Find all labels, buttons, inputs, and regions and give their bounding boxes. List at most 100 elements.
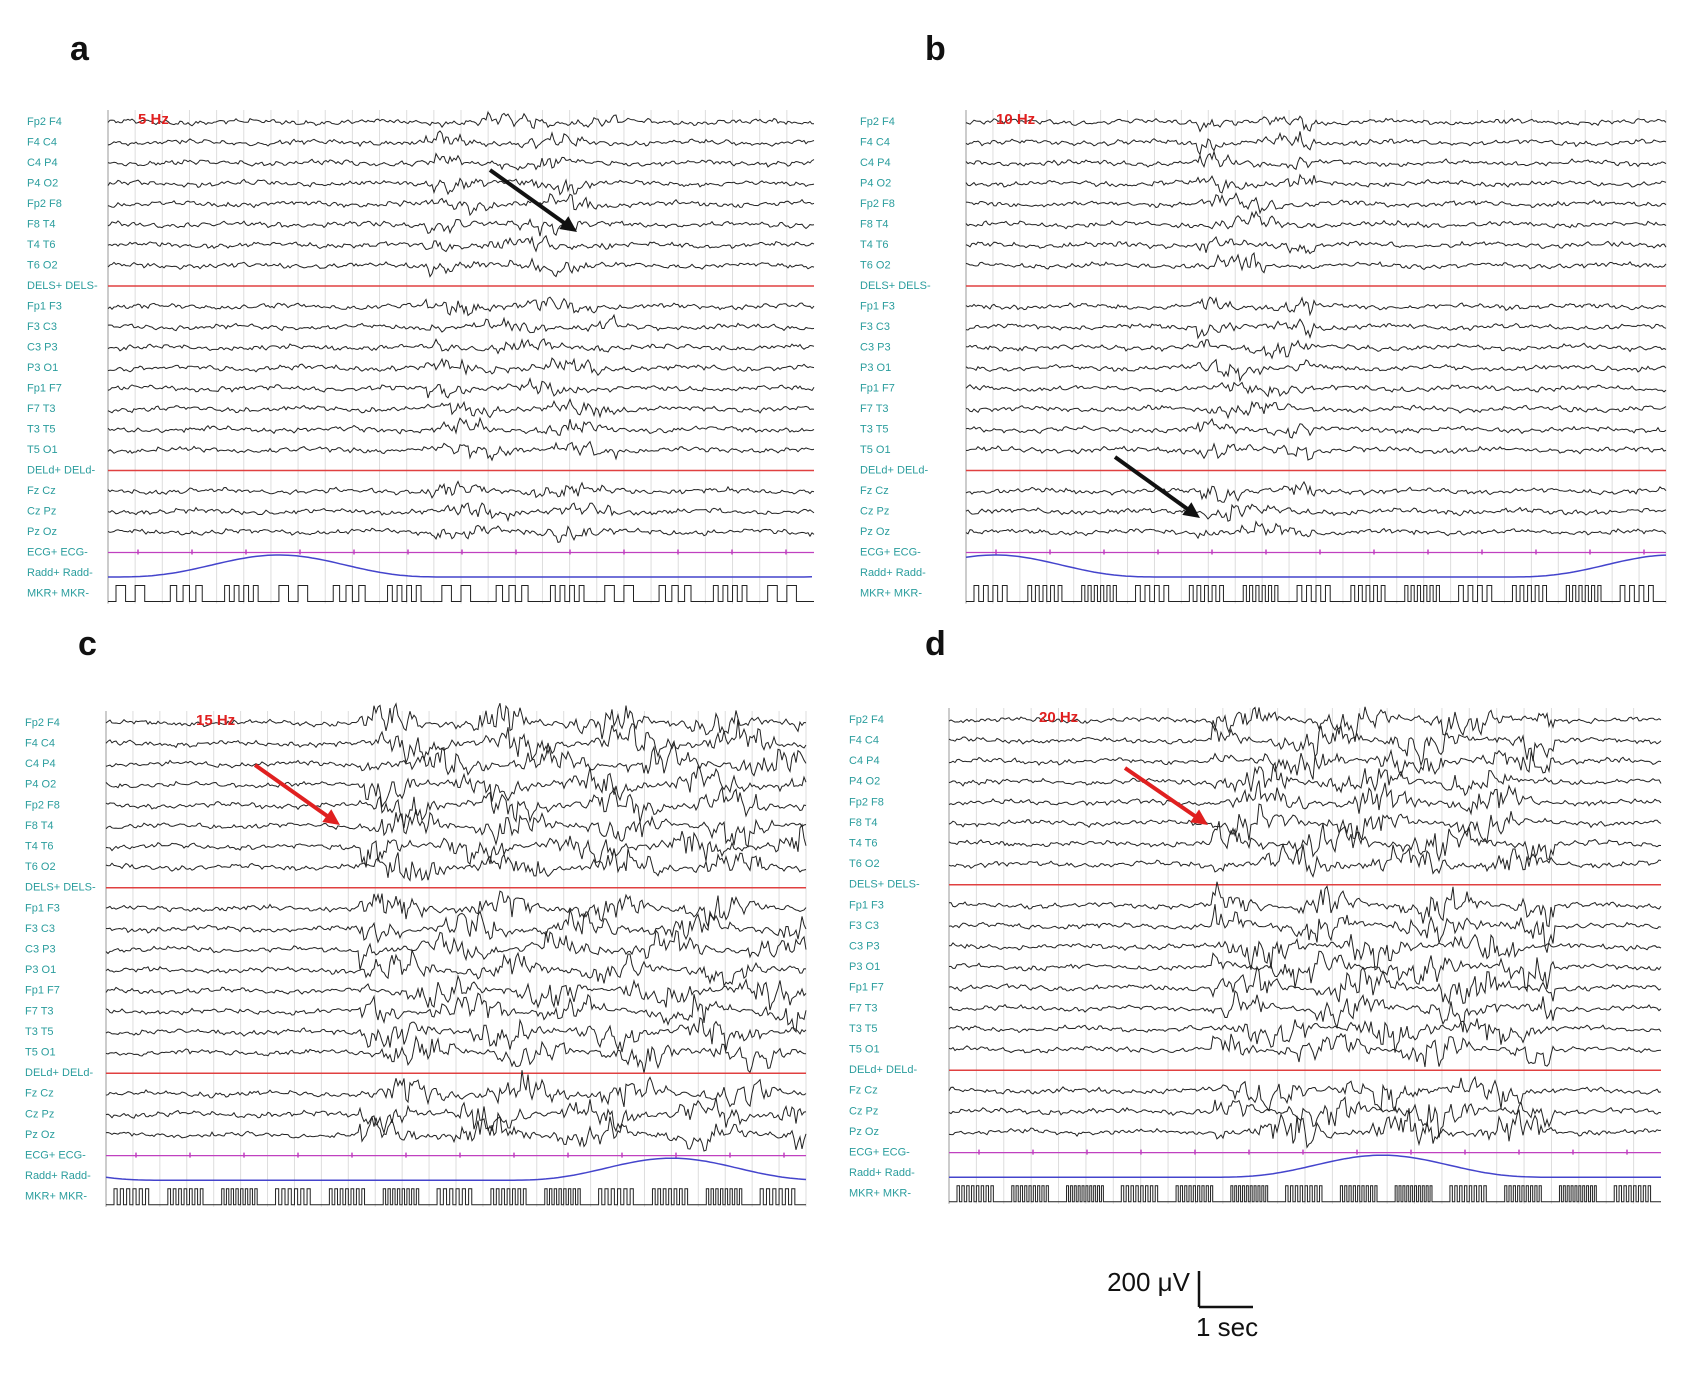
eeg-trace	[948, 761, 1662, 797]
scale-bar: 200 μV 1 sec	[1107, 1267, 1258, 1342]
eeg-trace	[105, 909, 807, 944]
channel-label: C3 P3	[849, 941, 880, 953]
marker-trace	[949, 1185, 1661, 1203]
channel-label: Fp2 F4	[27, 116, 62, 128]
channel-label: Radd+ Radd-	[27, 567, 93, 579]
eeg-trace	[965, 115, 1667, 133]
channel-label: P4 O2	[25, 779, 56, 791]
eeg-trace	[948, 1096, 1662, 1138]
arrow-head	[1190, 809, 1208, 825]
stimulus-frequency: 15 Hz	[196, 712, 235, 729]
eeg-trace	[107, 416, 815, 436]
channel-label: Fp1 F3	[860, 300, 895, 312]
channel-label: F3 C3	[849, 920, 879, 932]
arrow-head	[1182, 502, 1200, 518]
eeg-trace	[965, 480, 1667, 503]
channel-label: T6 O2	[27, 259, 58, 271]
channel-label: P4 O2	[849, 776, 880, 788]
channel-label: P3 O1	[27, 362, 58, 374]
channel-label: C3 P3	[860, 341, 891, 353]
channel-label: T4 T6	[860, 239, 889, 251]
arrow-head	[322, 809, 340, 825]
channel-label: F4 C4	[27, 136, 57, 148]
panel-letter: a	[70, 30, 90, 68]
scale-amplitude: 200 μV	[1107, 1267, 1191, 1297]
panel-letter: c	[78, 625, 97, 663]
eeg-panel: a Fp2 F4 F4 C4 C4 P4 P4 O2 Fp2 F8 F8 T4 T4 T6 T6…	[27, 30, 815, 604]
eeg-trace	[948, 989, 1662, 1033]
channel-label: Cz Pz	[849, 1105, 878, 1117]
channel-label: Pz Oz	[25, 1129, 55, 1141]
eeg-trace	[948, 803, 1662, 846]
eeg-trace	[107, 110, 815, 130]
channel-label: T4 T6	[27, 239, 56, 251]
stimulus-frequency: 10 Hz	[996, 111, 1035, 128]
eeg-trace	[105, 809, 807, 848]
eeg-trace	[107, 152, 815, 171]
arrow-shaft	[1123, 766, 1201, 821]
channel-label: ECG+ ECG-	[860, 546, 921, 558]
channel-label: Fz Cz	[860, 485, 889, 497]
channel-label: P3 O1	[25, 964, 56, 976]
channel-label: MKR+ MKR-	[849, 1188, 911, 1200]
channel-label: Radd+ Radd-	[849, 1167, 915, 1179]
eeg-trace	[948, 950, 1662, 993]
channel-label: Fp1 F3	[849, 899, 884, 911]
channel-label: T3 T5	[27, 423, 56, 435]
eeg-trace	[107, 192, 815, 217]
eeg-trace	[105, 890, 807, 929]
channel-label: DELd+ DELd-	[27, 464, 96, 476]
respiration-trace	[105, 1157, 807, 1181]
eeg-trace	[105, 974, 807, 1011]
marker-trace	[106, 1188, 806, 1206]
eeg-trace	[948, 904, 1662, 953]
stimulus-frequency: 20 Hz	[1039, 709, 1078, 726]
channel-label: Pz Oz	[27, 526, 57, 538]
eeg-trace	[948, 1108, 1662, 1149]
eeg-trace	[948, 706, 1662, 742]
channel-label: Pz Oz	[849, 1126, 879, 1138]
eeg-trace	[105, 1097, 807, 1135]
channel-label: T5 O1	[860, 444, 891, 456]
eeg-trace	[105, 1070, 807, 1108]
eeg-trace	[107, 296, 815, 317]
channel-label: Fz Cz	[849, 1085, 878, 1097]
channel-label: F8 T4	[860, 218, 889, 230]
channel-label: DELd+ DELd-	[25, 1067, 94, 1079]
channel-label: ECG+ ECG-	[25, 1150, 86, 1162]
eeg-trace	[107, 218, 815, 237]
channel-label: Fp2 F4	[860, 116, 895, 128]
channel-label: F3 C3	[860, 321, 890, 333]
eeg-trace	[105, 702, 807, 740]
eeg-trace	[948, 818, 1662, 863]
eeg-trace	[105, 992, 807, 1033]
channel-label: Fp1 F7	[27, 382, 62, 394]
eeg-trace	[107, 377, 815, 399]
channel-label: Cz Pz	[27, 505, 56, 517]
channel-label: Fz Cz	[27, 485, 56, 497]
eeg-trace	[105, 1034, 807, 1074]
eeg-trace	[105, 1016, 807, 1053]
channel-label: F7 T3	[849, 1002, 878, 1014]
eeg-trace	[965, 252, 1667, 274]
channel-label: T5 O1	[25, 1047, 56, 1059]
channel-label: P3 O1	[860, 362, 891, 374]
eeg-trace	[965, 442, 1667, 461]
channel-label: T3 T5	[849, 1023, 878, 1035]
eeg-trace	[965, 503, 1667, 522]
channel-label: T3 T5	[860, 423, 889, 435]
channel-label: Fz Cz	[25, 1088, 54, 1100]
channel-label: F3 C3	[25, 923, 55, 935]
marker-trace	[108, 585, 814, 602]
eeg-trace	[105, 823, 807, 868]
eeg-trace	[107, 502, 815, 523]
eeg-trace	[965, 149, 1667, 171]
channel-label: T6 O2	[25, 861, 56, 873]
panel-letter: b	[925, 30, 946, 68]
channel-label: F7 T3	[860, 403, 889, 415]
eeg-trace	[105, 785, 807, 829]
eeg-trace	[965, 210, 1667, 230]
channel-label: T3 T5	[25, 1026, 54, 1038]
marker-trace	[966, 585, 1666, 602]
channel-label: DELS+ DELS-	[27, 280, 98, 292]
